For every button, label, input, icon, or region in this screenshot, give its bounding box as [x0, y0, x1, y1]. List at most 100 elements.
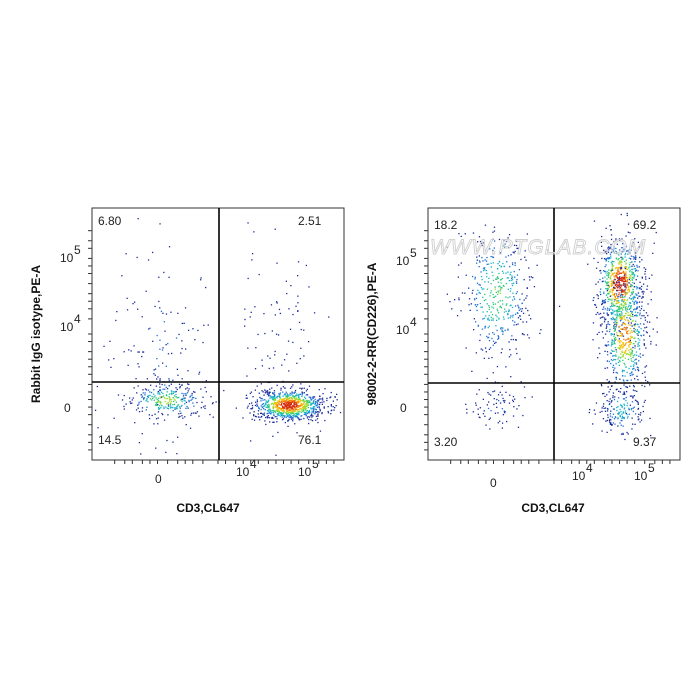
- event-dot: [602, 393, 604, 395]
- event-dot: [624, 276, 626, 278]
- event-dot: [618, 238, 621, 240]
- event-dot: [629, 271, 631, 273]
- event-dot: [269, 391, 271, 393]
- event-dot: [601, 245, 603, 247]
- event-dot: [484, 415, 486, 417]
- event-dot: [285, 395, 287, 397]
- y-tick-label: 0: [64, 401, 71, 415]
- event-dot: [637, 408, 639, 410]
- event-dot: [629, 262, 631, 264]
- event-dot: [165, 313, 168, 315]
- event-dot: [273, 397, 275, 400]
- event-dot: [264, 332, 266, 335]
- event-dot: [618, 266, 620, 269]
- event-dot: [624, 276, 626, 279]
- event-dot: [277, 408, 279, 410]
- event-dot: [294, 409, 296, 411]
- event-dot: [614, 286, 616, 288]
- event-dot: [303, 355, 305, 357]
- event-dot: [276, 262, 278, 264]
- event-dot: [620, 296, 622, 299]
- event-dot: [498, 238, 501, 241]
- event-dot: [136, 256, 138, 259]
- event-dot: [282, 395, 284, 397]
- event-dot: [622, 293, 624, 296]
- event-dot: [636, 354, 638, 356]
- event-dot: [277, 400, 279, 402]
- event-dot: [632, 273, 634, 275]
- event-dot: [143, 398, 145, 401]
- event-dot: [501, 330, 503, 332]
- event-dot: [602, 337, 604, 339]
- event-dot: [175, 408, 178, 410]
- event-dot: [615, 267, 617, 269]
- event-dot: [468, 287, 470, 289]
- event-dot: [297, 409, 300, 411]
- event-dot: [610, 308, 612, 310]
- event-dot: [321, 397, 324, 399]
- event-dot: [290, 402, 293, 404]
- event-dot: [619, 334, 622, 337]
- event-dot: [630, 408, 633, 410]
- event-dot: [282, 407, 284, 409]
- event-dot: [291, 398, 294, 400]
- event-dot: [617, 285, 619, 287]
- event-dot: [605, 264, 607, 266]
- event-dot: [486, 303, 488, 305]
- event-dot: [619, 415, 621, 417]
- event-dot: [278, 406, 280, 409]
- event-dot: [179, 406, 181, 408]
- event-dot: [258, 273, 260, 276]
- event-dot: [610, 255, 612, 257]
- event-dot: [247, 277, 249, 280]
- event-dot: [147, 401, 149, 403]
- event-dot: [497, 293, 499, 295]
- event-dot: [614, 423, 616, 425]
- event-dot: [279, 393, 281, 396]
- event-dot: [276, 405, 279, 407]
- event-dot: [276, 421, 278, 423]
- event-dot: [159, 386, 161, 388]
- event-dot: [631, 278, 633, 280]
- event-dot: [202, 406, 205, 408]
- event-dot: [495, 341, 497, 344]
- event-dot: [635, 257, 637, 259]
- event-dot: [307, 412, 309, 414]
- event-dot: [619, 272, 621, 274]
- event-dot: [271, 387, 273, 389]
- event-dot: [140, 453, 142, 455]
- event-dot: [303, 411, 305, 414]
- event-dot: [287, 395, 289, 397]
- event-dot: [274, 399, 276, 401]
- event-dot: [158, 397, 160, 400]
- event-dot: [137, 407, 139, 409]
- event-dot: [626, 371, 628, 374]
- event-dot: [624, 273, 626, 275]
- event-dot: [612, 395, 614, 397]
- event-dot: [644, 270, 646, 273]
- event-dot: [605, 407, 607, 409]
- event-dot: [628, 291, 630, 293]
- event-dot: [600, 272, 602, 274]
- event-dot: [507, 329, 509, 331]
- event-dot: [256, 401, 259, 403]
- event-dot: [477, 413, 479, 415]
- event-dot: [200, 277, 202, 279]
- event-dot: [334, 407, 336, 409]
- event-dot: [512, 314, 514, 316]
- quadrant-lr-value: 76.1: [298, 433, 322, 447]
- event-dot: [488, 304, 490, 307]
- event-dot: [631, 428, 633, 430]
- event-dot: [298, 394, 300, 396]
- event-dot: [612, 392, 615, 394]
- event-dot: [166, 403, 168, 405]
- event-dot: [619, 408, 621, 411]
- event-dot: [292, 313, 294, 316]
- event-dot: [638, 355, 640, 357]
- event-dot: [609, 246, 611, 248]
- event-dot: [299, 398, 301, 400]
- event-dot: [272, 393, 274, 395]
- event-dot: [123, 405, 125, 408]
- event-dot: [274, 403, 277, 405]
- event-dot: [292, 384, 294, 386]
